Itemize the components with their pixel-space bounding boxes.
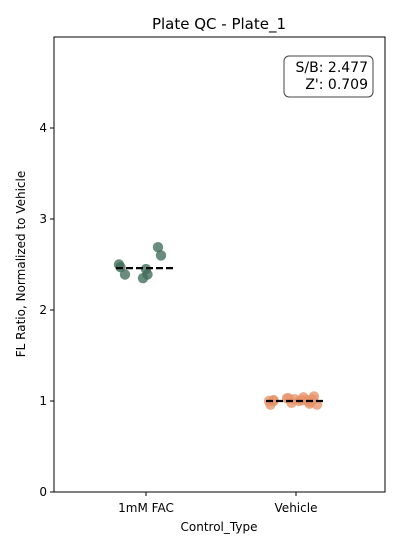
y-axis-title: FL Ratio, Normalized to Vehicle	[14, 171, 28, 357]
stats-annotation: S/B: 2.477 Z': 0.709	[283, 55, 374, 98]
plot-area	[113, 242, 326, 410]
data-point	[308, 391, 320, 402]
data-point	[142, 269, 153, 280]
x-tick-label: Vehicle	[275, 501, 318, 515]
series-vehicle	[263, 391, 326, 410]
stats-box	[283, 55, 374, 98]
plot-frame	[53, 36, 386, 493]
y-tick-label: 1	[39, 394, 47, 408]
series-fac	[113, 242, 176, 284]
x-axis: 1mM FAC Vehicle	[118, 492, 317, 515]
data-point	[155, 250, 167, 261]
y-tick-label: 4	[39, 121, 47, 135]
data-point	[268, 395, 279, 407]
z-prime-text: Z': 0.709	[305, 77, 368, 93]
y-tick-label: 0	[39, 485, 47, 499]
x-axis-title: Control_Type	[181, 520, 258, 534]
sb-ratio-text: S/B: 2.477	[296, 60, 368, 76]
chart-title: Plate QC - Plate_1	[152, 15, 286, 34]
y-axis: 0 1 2 3 4	[39, 121, 54, 499]
y-tick-label: 3	[39, 212, 47, 226]
x-tick-label: 1mM FAC	[118, 501, 174, 515]
data-point	[152, 242, 164, 253]
data-point	[119, 269, 131, 280]
y-tick-label: 2	[39, 303, 47, 317]
